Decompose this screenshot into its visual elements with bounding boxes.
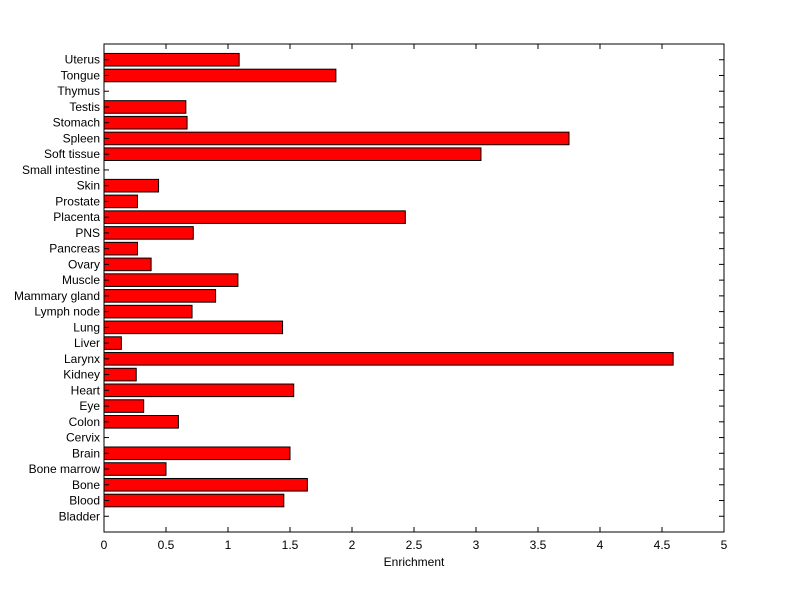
bars-group [103,52,674,508]
x-tick-label: 1.5 [282,538,299,552]
y-tick-label: Placenta [53,210,100,224]
x-tick-label: 2.5 [406,538,423,552]
bar-mammary-gland [103,289,217,303]
bar-heart [103,383,295,398]
y-tick-label: Lymph node [34,305,100,319]
x-tick-label: 4.5 [654,538,671,552]
y-tick-label: Heart [71,383,101,397]
x-tick-label: 3.5 [530,538,547,552]
bar-colon [103,415,179,429]
bar-brain [103,446,291,461]
y-tick-label: PNS [75,226,100,240]
bar-tongue [103,68,337,83]
bar-larynx [103,352,674,366]
y-tick-label: Thymus [57,84,100,98]
y-tick-label: Pancreas [49,242,100,256]
x-tick-label: 0.5 [158,538,175,552]
y-tick-label: Uterus [65,53,100,67]
bar-eye [103,399,145,413]
bar-testis [103,100,187,114]
bar-pancreas [103,241,138,256]
y-tick-label: Colon [69,415,100,429]
bar-stomach [103,115,188,130]
y-tick-label: Spleen [63,131,100,145]
y-tick-label: Bone [72,478,100,492]
x-axis-label: Enrichment [384,555,445,569]
bar-lung [103,320,284,335]
x-tick-label: 1 [225,538,232,552]
y-tick-label: Larynx [64,352,100,366]
bar-skin [103,178,160,193]
x-tick-label: 3 [473,538,480,552]
y-tick-label: Mammary gland [14,289,100,303]
y-tick-label: Lung [73,320,100,334]
y-tick-label: Bone marrow [29,462,101,476]
bar-prostate [103,194,138,209]
y-tick-label: Bladder [59,509,100,523]
y-tick-label: Muscle [62,273,100,287]
bar-bone-marrow [103,462,167,476]
x-tick-label: 0 [101,538,108,552]
y-tick-label: Small intestine [22,163,100,177]
x-tick-label: 4 [597,538,604,552]
y-tick-label: Testis [69,100,100,114]
y-tick-label: Tongue [61,68,101,82]
bar-muscle [103,273,239,287]
y-tick-label: Kidney [63,368,100,382]
bar-lymph-node [103,304,193,319]
bar-blood [103,493,285,508]
y-tick-label: Cervix [66,431,100,445]
x-tick-label: 2 [349,538,356,552]
bar-ovary [103,257,152,272]
y-tick-label: Soft tissue [44,147,100,161]
y-tick-label: Stomach [53,116,100,130]
x-axis-ticks: 0 0.5 1 1.5 2 2.5 3 3.5 4 4.5 5 [101,44,728,552]
y-tick-label: Prostate [55,194,100,208]
y-tick-label: Ovary [68,257,100,271]
y-tick-label: Brain [72,446,100,460]
y-tick-label: Blood [69,494,100,508]
bar-spleen [103,131,570,146]
bar-uterus [103,52,240,67]
y-tick-label: Skin [77,179,100,193]
bar-bone [103,477,308,492]
bar-placenta [103,210,406,224]
y-tick-label: Eye [79,399,100,413]
bar-pns [103,226,194,240]
y-tick-label: Liver [74,336,100,350]
x-tick-label: 5 [721,538,728,552]
bar-soft-tissue [103,147,482,161]
